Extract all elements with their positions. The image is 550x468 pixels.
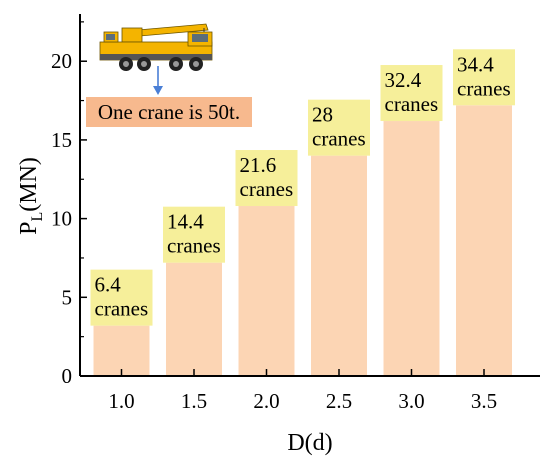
svg-text:PL(MN): PL(MN) [16,157,46,235]
data-label: cranes [312,127,366,151]
bar [456,105,512,376]
data-label-box [453,49,515,106]
y-tick-label: 10 [51,207,72,231]
y-axis-title: PL(MN) [16,157,46,235]
y-tick-label: 5 [62,285,73,309]
bars-layer [93,105,512,376]
x-tick-label: 3.0 [398,389,424,413]
y-tick-label: 20 [51,49,72,73]
bar [383,121,440,376]
crane-truck-icon [99,23,213,71]
data-label: 6.4 [95,273,122,297]
data-label: 14.4 [167,210,204,234]
data-label-box [163,206,225,263]
y-axis-title-subscript: L [29,212,46,222]
data-label: 32.4 [385,68,422,92]
y-tick-label: 15 [51,128,72,152]
data-label-box [308,99,370,156]
x-ticks-layer: 1.0 1.5 2.0 2.5 3.0 3.5 [108,369,497,413]
data-label: 21.6 [240,153,277,177]
data-label: 34.4 [457,52,494,76]
annotation-box [86,97,252,127]
bar [311,155,367,376]
data-label-box [235,150,298,207]
annotation-text: One crane is 50t. [98,100,240,124]
x-axis-title: D(d) [287,430,332,456]
x-tick-label: 3.5 [471,389,497,413]
data-label-box [380,65,443,122]
y-axis-title-unit: (MN) [16,157,42,212]
annotation-arrowhead [153,86,163,95]
data-labels-layer: 6.4cranes14.4cranes21.6cranes28cranes32.… [90,49,515,326]
bar [238,206,295,376]
x-tick-label: 2.5 [326,389,352,413]
y-axis-title-main: P [16,222,42,235]
data-label: cranes [457,76,511,100]
data-label: 28 [312,103,333,127]
y-ticks-layer: 0 5 10 15 20 [51,21,87,388]
data-label: cranes [95,297,149,321]
x-tick-label: 1.0 [108,389,134,413]
x-tick-label: 2.0 [253,389,279,413]
data-label: cranes [167,234,221,258]
data-label: cranes [240,177,294,201]
data-label-box [90,269,153,326]
bar [166,262,222,376]
data-label: cranes [385,92,439,116]
x-tick-label: 1.5 [181,389,207,413]
y-tick-label: 0 [62,364,73,388]
bar [93,325,150,376]
